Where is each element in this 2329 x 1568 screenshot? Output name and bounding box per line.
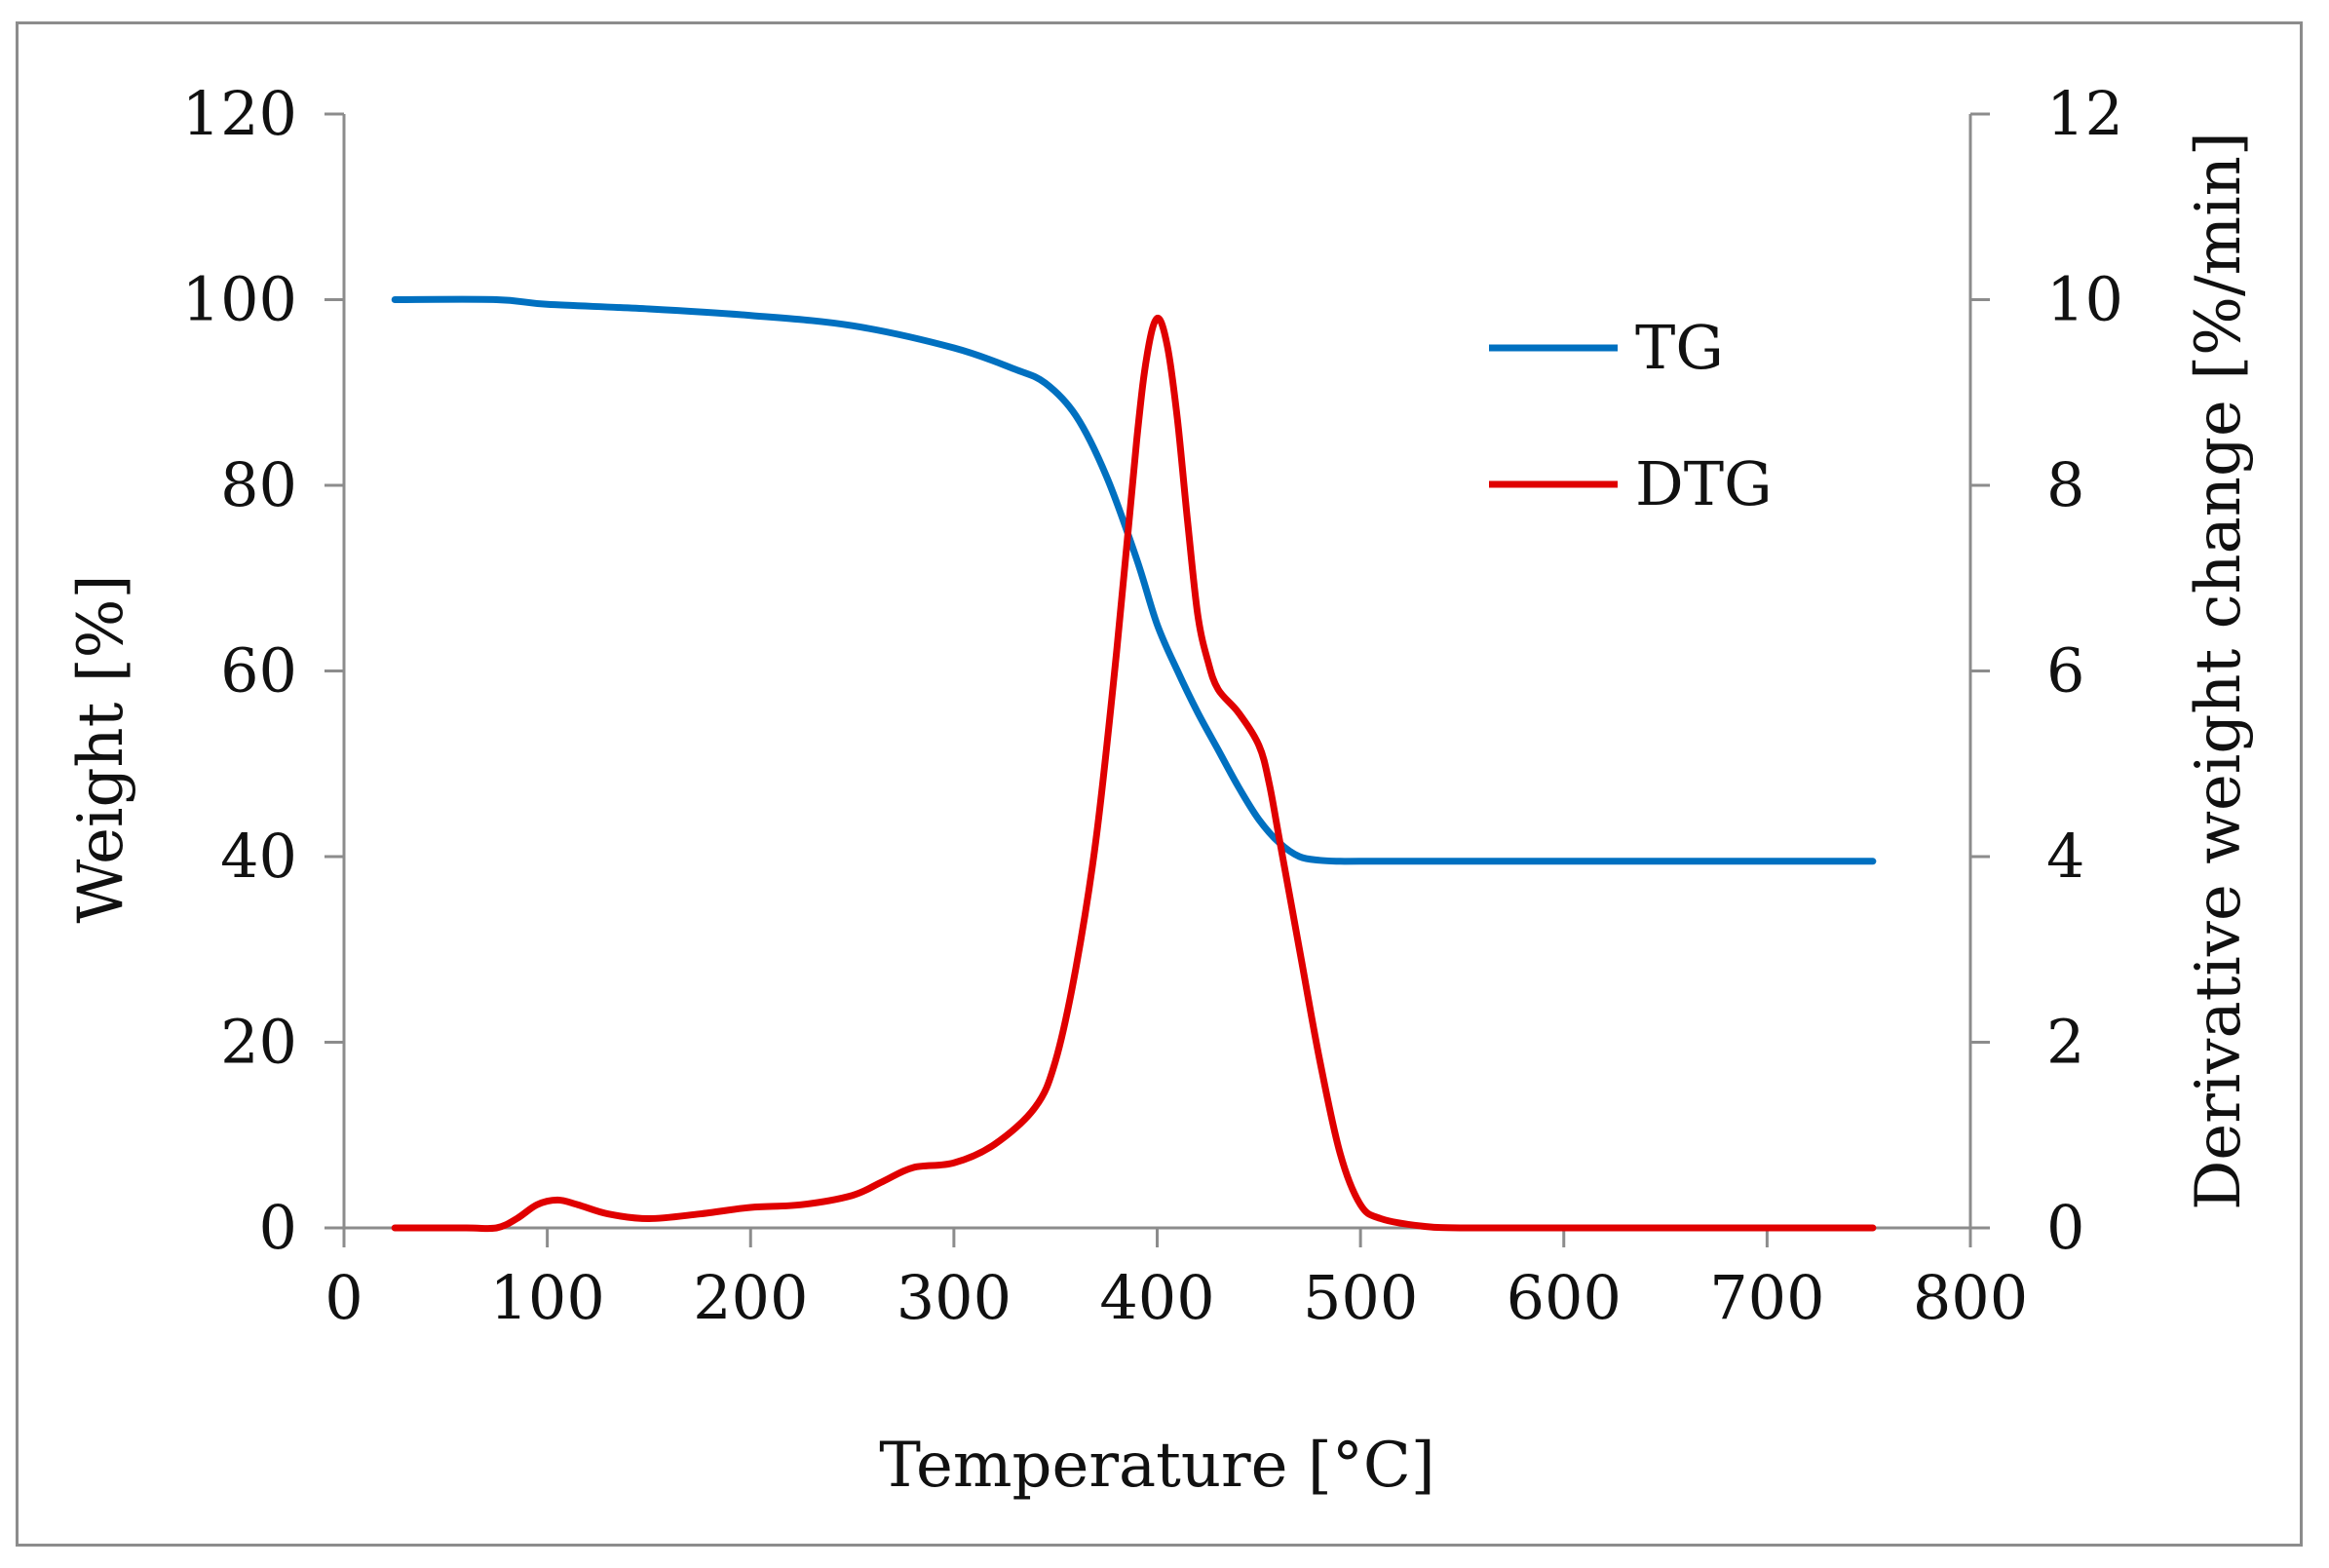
y-tick-label: 20 xyxy=(220,1007,297,1078)
y2-tick-label: 2 xyxy=(2046,1007,2084,1078)
series-line-tg xyxy=(391,295,1877,865)
x-tick-label: 700 xyxy=(1709,1262,1824,1333)
y-tick-label: 0 xyxy=(259,1192,297,1263)
y2-tick-label: 12 xyxy=(2046,78,2123,149)
ticks-group: 0 100 200 300 400 500 600 700 800020406080100120… xyxy=(182,78,2123,1333)
y2-tick-label: 8 xyxy=(2046,449,2084,520)
x-tick-label: 300 xyxy=(897,1262,1012,1333)
y2-tick-label: 6 xyxy=(2046,635,2084,707)
x-tick-label: 500 xyxy=(1303,1262,1418,1333)
x-tick-label: 200 xyxy=(693,1262,808,1333)
axes-group xyxy=(342,114,1972,1230)
y-axis-left-title: Weight [%] xyxy=(65,575,137,924)
legend-label-tg: TG xyxy=(1635,312,1724,383)
series-line-dtg xyxy=(391,315,1877,1233)
y-tick-label: 100 xyxy=(182,264,297,335)
chart-frame xyxy=(16,21,2303,1547)
series-group xyxy=(391,295,1877,1233)
y-tick-label: 80 xyxy=(220,449,297,520)
y-axis-right-title: Derivative weight change [%/min] xyxy=(2183,132,2255,1210)
x-tick-label: 0 xyxy=(325,1262,363,1333)
x-tick-label: 600 xyxy=(1507,1262,1622,1333)
y-tick-label: 40 xyxy=(220,821,297,892)
y2-tick-label: 0 xyxy=(2046,1192,2084,1263)
legend: TG DTG xyxy=(1489,312,1773,519)
x-tick-label: 100 xyxy=(489,1262,604,1333)
y-tick-label: 120 xyxy=(182,78,297,149)
x-tick-label: 400 xyxy=(1099,1262,1214,1333)
legend-label-dtg: DTG xyxy=(1635,448,1773,519)
y2-tick-label: 4 xyxy=(2046,821,2084,892)
x-tick-label: 800 xyxy=(1913,1262,2028,1333)
y-tick-label: 60 xyxy=(220,635,297,707)
x-axis-title: Temperature [°C] xyxy=(879,1430,1435,1502)
y2-tick-label: 10 xyxy=(2046,264,2123,335)
